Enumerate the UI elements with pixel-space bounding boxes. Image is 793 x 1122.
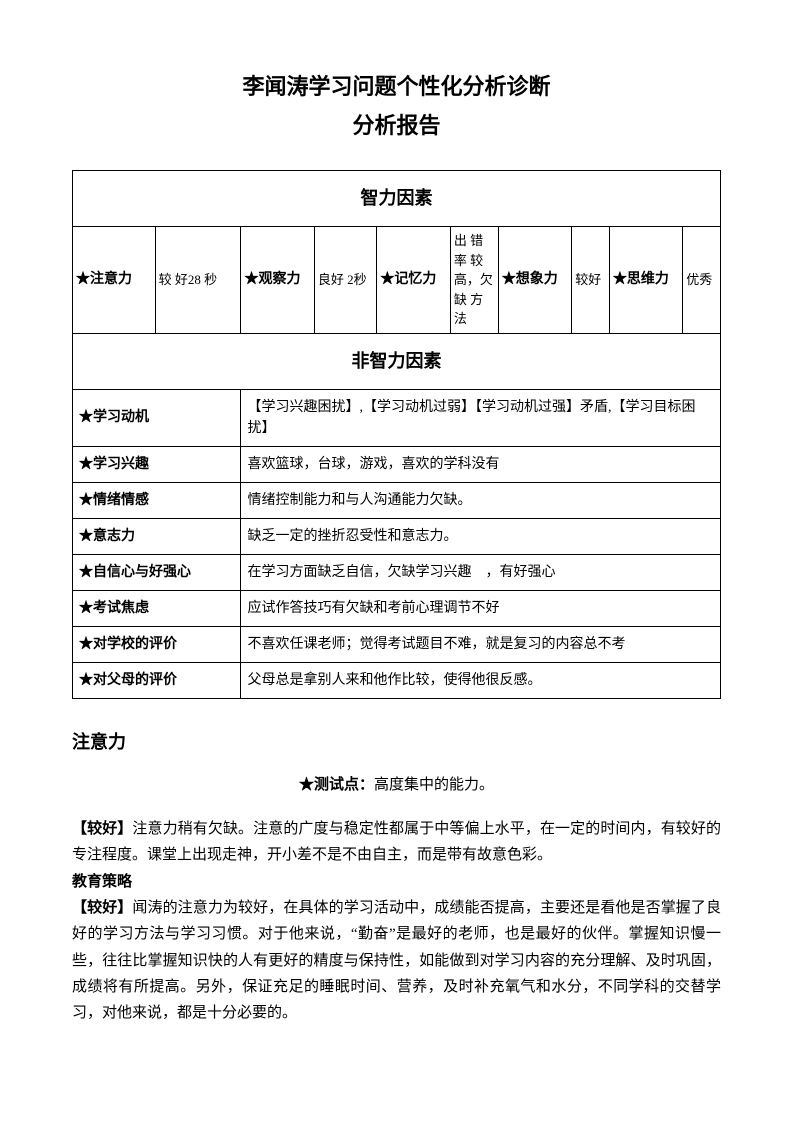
- para1-tag: 【较好】: [72, 821, 132, 837]
- attention-section-title: 注意力: [72, 729, 721, 756]
- strategy-title: 教育策略: [72, 871, 721, 894]
- intel-value-1: 良好 2秒: [314, 227, 376, 334]
- nonintel-header: 非智力因素: [73, 333, 721, 389]
- attention-test-point: ★测试点：高度集中的能力。: [72, 774, 721, 797]
- nonintel-value-0: 【学习兴趣困扰】,【学习动机过弱】【学习动机过强】矛盾,【学习目标困扰】: [241, 389, 721, 446]
- nonintel-label-3: ★意志力: [73, 518, 241, 554]
- intel-label-0: ★注意力: [73, 227, 156, 334]
- test-point-label: ★测试点：: [299, 777, 374, 793]
- nonintel-row-3: ★意志力 缺乏一定的挫折忍受性和意志力。: [73, 518, 721, 554]
- nonintel-label-7: ★对父母的评价: [73, 662, 241, 698]
- attention-para-1: 【较好】注意力稍有欠缺。注意的广度与稳定性都属于中等偏上水平，在一定的时间内，有…: [72, 816, 721, 869]
- intel-header: 智力因素: [73, 171, 721, 227]
- test-point-text: 高度集中的能力。: [374, 777, 494, 793]
- intel-value-2: 出 错率 较高，欠缺 方法: [450, 227, 498, 334]
- intel-label-3: ★想象力: [498, 227, 571, 334]
- nonintel-value-3: 缺乏一定的挫折忍受性和意志力。: [241, 518, 721, 554]
- nonintel-row-5: ★考试焦虑 应试作答技巧有欠缺和考前心理调节不好: [73, 590, 721, 626]
- nonintel-label-0: ★学习动机: [73, 389, 241, 446]
- nonintel-value-4: 在学习方面缺乏自信，欠缺学习兴趣 ，有好强心: [241, 554, 721, 590]
- nonintel-label-2: ★情绪情感: [73, 482, 241, 518]
- nonintel-value-6: 不喜欢任课老师；觉得考试题目不难，就是复习的内容总不考: [241, 626, 721, 662]
- intel-value-4: 优秀: [683, 227, 721, 334]
- attention-para-2: 【较好】闻涛的注意力为较好，在具体的学习活动中，成绩能否提高，主要还是看他是否掌…: [72, 895, 721, 1026]
- nonintel-label-4: ★自信心与好强心: [73, 554, 241, 590]
- nonintel-row-6: ★对学校的评价 不喜欢任课老师；觉得考试题目不难，就是复习的内容总不考: [73, 626, 721, 662]
- intel-label-2: ★记忆力: [377, 227, 450, 334]
- doc-title-line1: 李闻涛学习问题个性化分析诊断: [72, 70, 721, 103]
- nonintel-row-7: ★对父母的评价 父母总是拿别人来和他作比较，使得他很反感。: [73, 662, 721, 698]
- nonintel-label-5: ★考试焦虑: [73, 590, 241, 626]
- nonintel-value-2: 情绪控制能力和与人沟通能力欠缺。: [241, 482, 721, 518]
- doc-title-line2: 分析报告: [72, 109, 721, 142]
- intel-value-0: 较 好28 秒: [155, 227, 241, 334]
- intel-value-3: 较好: [572, 227, 610, 334]
- nonintel-value-1: 喜欢篮球，台球，游戏，喜欢的学科没有: [241, 446, 721, 482]
- nonintel-row-4: ★自信心与好强心 在学习方面缺乏自信，欠缺学习兴趣 ，有好强心: [73, 554, 721, 590]
- nonintel-label-1: ★学习兴趣: [73, 446, 241, 482]
- nonintel-row-0: ★学习动机 【学习兴趣困扰】,【学习动机过弱】【学习动机过强】矛盾,【学习目标困…: [73, 389, 721, 446]
- nonintel-label-6: ★对学校的评价: [73, 626, 241, 662]
- intel-label-1: ★观察力: [241, 227, 314, 334]
- nonintel-row-2: ★情绪情感 情绪控制能力和与人沟通能力欠缺。: [73, 482, 721, 518]
- nonintel-value-7: 父母总是拿别人来和他作比较，使得他很反感。: [241, 662, 721, 698]
- factors-table: 智力因素 ★注意力 较 好28 秒 ★观察力 良好 2秒 ★记忆力 出 错率 较…: [72, 170, 721, 699]
- para2-text: 闻涛的注意力为较好，在具体的学习活动中，成绩能否提高，主要还是看他是否掌握了良好…: [72, 900, 721, 1021]
- para2-tag: 【较好】: [72, 900, 132, 916]
- nonintel-row-1: ★学习兴趣 喜欢篮球，台球，游戏，喜欢的学科没有: [73, 446, 721, 482]
- para1-text: 注意力稍有欠缺。注意的广度与稳定性都属于中等偏上水平，在一定的时间内，有较好的专…: [72, 821, 721, 863]
- intel-label-4: ★思维力: [609, 227, 682, 334]
- nonintel-value-5: 应试作答技巧有欠缺和考前心理调节不好: [241, 590, 721, 626]
- intel-row: ★注意力 较 好28 秒 ★观察力 良好 2秒 ★记忆力 出 错率 较高，欠缺 …: [73, 227, 721, 334]
